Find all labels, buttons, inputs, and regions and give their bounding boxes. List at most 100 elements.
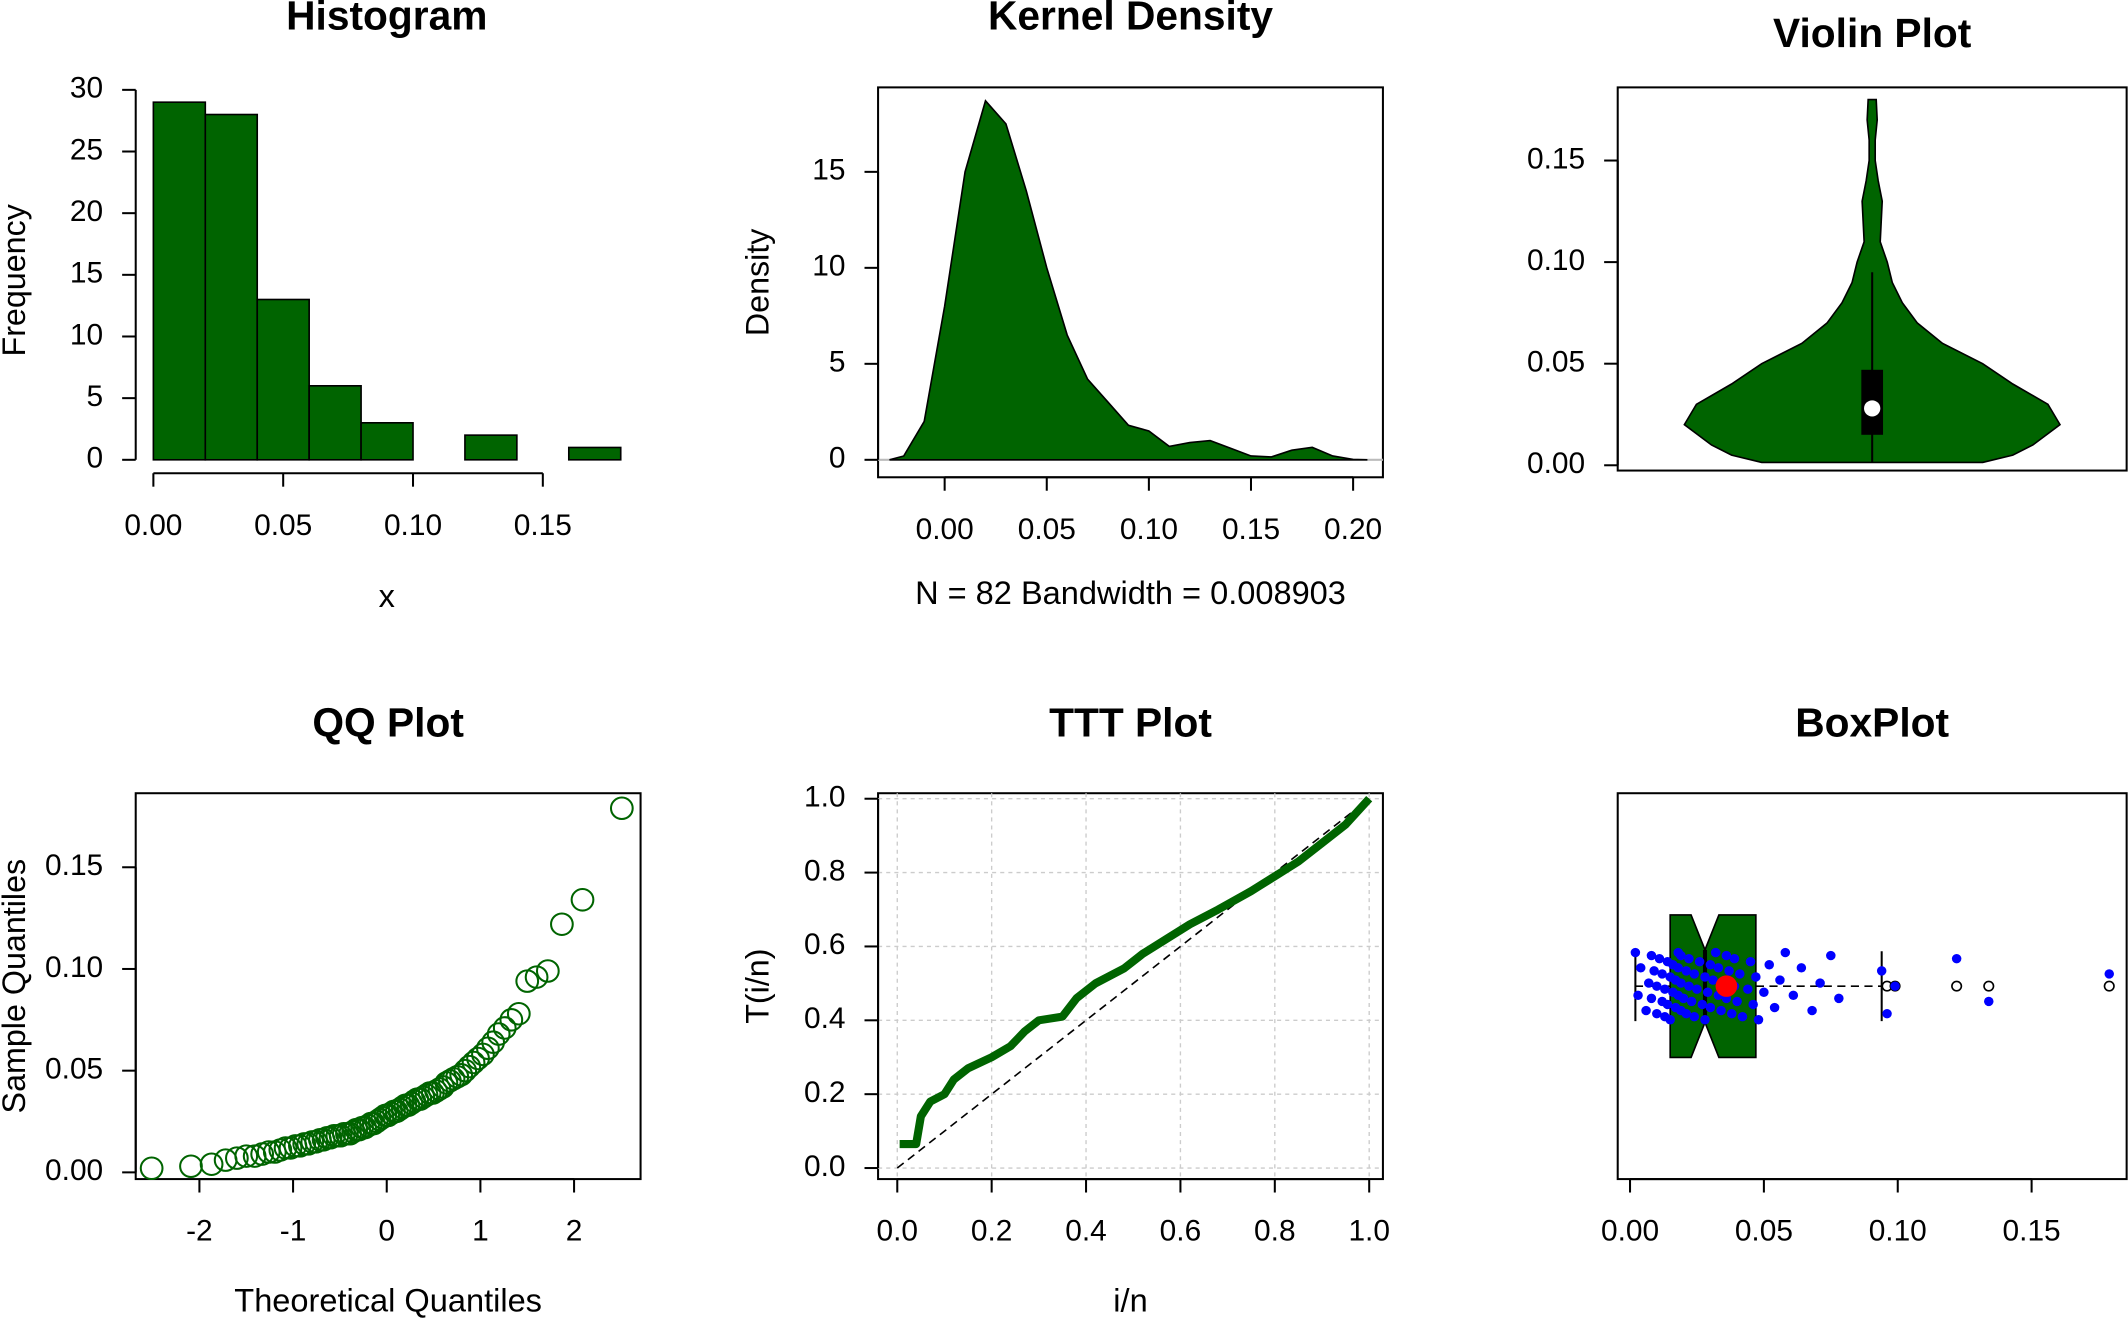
data-point <box>1692 984 1702 994</box>
bar <box>204 113 259 461</box>
qq-point <box>524 965 549 989</box>
y-tick-label: 5 <box>829 346 846 379</box>
x-tick-label: 0.10 <box>1120 513 1178 546</box>
panel-title: QQ Plot <box>312 700 464 746</box>
data-point <box>1737 1012 1748 1022</box>
data-point <box>1732 996 1742 1007</box>
y-tick-label: 5 <box>87 380 104 413</box>
marks <box>1630 914 2115 1059</box>
data-point <box>1876 966 1887 976</box>
y-tick-label: 0.0 <box>804 1150 845 1183</box>
qq-point <box>224 1146 249 1170</box>
panel-title: Violin Plot <box>1773 10 1971 56</box>
outlier <box>1983 980 1995 992</box>
data-point <box>1775 975 1785 985</box>
x-tick-label: 0.00 <box>1601 1215 1659 1248</box>
qq-point <box>499 1008 524 1032</box>
y-tick-label: 0.6 <box>804 928 845 961</box>
data-point <box>1764 960 1774 970</box>
y-tick-label: 0.10 <box>45 951 103 984</box>
reference-diagonal <box>896 798 1370 1169</box>
y-tick-label: 30 <box>70 72 103 105</box>
data-point <box>1743 984 1753 994</box>
mean-point <box>1715 975 1738 997</box>
data-point <box>1676 950 1686 961</box>
bar <box>152 101 207 461</box>
y-tick-label: 0.00 <box>45 1154 103 1187</box>
outlier <box>1951 980 1963 992</box>
y-tick-label: 10 <box>812 250 845 283</box>
data-point <box>1646 950 1657 961</box>
qq-point <box>179 1154 203 1179</box>
data-point <box>1633 990 1643 1001</box>
data-point <box>1710 947 1721 958</box>
y-tick-label: 0.10 <box>1527 244 1585 277</box>
median-dot <box>1864 400 1881 417</box>
x-tick-label: 0.20 <box>1324 513 1382 546</box>
x-tick-label: 0.10 <box>384 509 442 542</box>
data-point <box>2104 969 2114 979</box>
data-point <box>1630 947 1641 958</box>
data-point <box>1705 1002 1716 1013</box>
x-tick-label: 1 <box>472 1215 489 1248</box>
y-tick-label: 0.00 <box>1527 447 1585 480</box>
data-point <box>1807 1005 1817 1016</box>
data-point <box>1984 996 1994 1007</box>
x-tick-label: 0.00 <box>916 513 974 546</box>
marks <box>152 101 622 461</box>
data-point <box>1681 1008 1691 1019</box>
y-tick-label: 0 <box>829 442 846 475</box>
x-tick-label: 0.10 <box>1869 1215 1927 1248</box>
data-point <box>1644 978 1654 988</box>
x-tick-label: 0.05 <box>1018 513 1076 546</box>
data-point <box>1724 966 1734 976</box>
y-tick-label: 0.15 <box>1527 142 1585 175</box>
qq-point <box>461 1050 486 1075</box>
data-point <box>1689 969 1700 979</box>
y-tick-label: 0.8 <box>804 855 845 888</box>
x-tick-label: 0.4 <box>1065 1215 1106 1248</box>
grid <box>878 793 1383 1180</box>
data-point <box>1678 993 1689 1004</box>
qq-point <box>199 1152 224 1176</box>
data-point <box>1729 953 1740 964</box>
panel-qq: QQ Plot Theoretical Quantiles Sample Quant… <box>0 700 642 1318</box>
data-point <box>1788 990 1799 1001</box>
qq-point <box>234 1144 259 1168</box>
panel-violin: Violin Plot 0.00 0.05 0.10 0.15 <box>1527 10 2128 480</box>
x-tick-label: 0.8 <box>1254 1215 1295 1248</box>
outlier <box>2103 980 2115 992</box>
data-point <box>1652 981 1662 991</box>
bar <box>567 446 622 461</box>
data-point <box>1654 953 1665 964</box>
y-axis-label: Sample Quantiles <box>0 859 32 1114</box>
data-point <box>1681 966 1691 976</box>
ttt-line <box>899 796 1373 1149</box>
data-point <box>1700 972 1710 982</box>
x-axis-label: i/n <box>1113 1282 1147 1318</box>
marks <box>1683 98 2062 464</box>
data-point <box>1708 975 1718 985</box>
data-point <box>1657 969 1667 979</box>
x-tick-label: 0.0 <box>877 1215 918 1248</box>
bar <box>360 422 414 461</box>
data-point <box>1721 950 1732 961</box>
data-point <box>1686 996 1697 1007</box>
qq-point <box>364 1109 389 1134</box>
data-point <box>1665 1015 1675 1025</box>
y-axis-label: Frequency <box>0 203 32 356</box>
qq-point <box>139 1156 164 1181</box>
y-axis-label: T(i/n) <box>739 949 775 1024</box>
y-tick-label: 0.15 <box>45 849 103 882</box>
data-point <box>1780 947 1791 958</box>
data-point <box>1759 987 1769 997</box>
notched-box <box>1669 914 1757 1059</box>
x-tick-label: -1 <box>280 1215 307 1248</box>
qq-point <box>457 1054 482 1079</box>
panel-boxplot: BoxPlot 0.00 0.05 0.10 0.15 <box>1601 700 2128 1248</box>
x-tick-label: 2 <box>566 1215 583 1248</box>
data-point <box>1815 978 1825 988</box>
data-point <box>1890 981 1900 991</box>
x-tick-label: 0.2 <box>971 1215 1012 1248</box>
